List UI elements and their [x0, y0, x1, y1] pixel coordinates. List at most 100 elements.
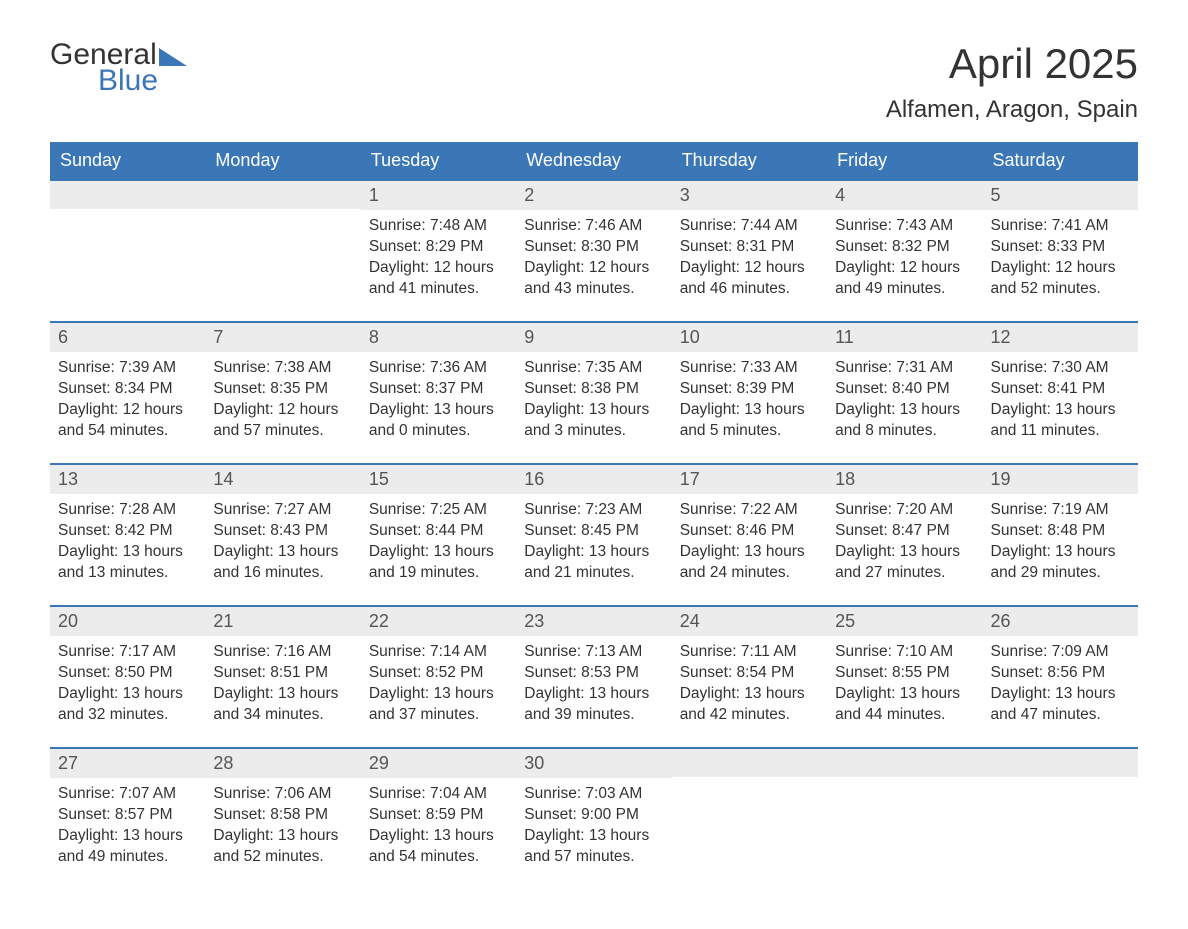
- daylight1-text: Daylight: 13 hours: [58, 826, 197, 847]
- day-cell: 4Sunrise: 7:43 AMSunset: 8:32 PMDaylight…: [827, 181, 982, 321]
- daylight2-text: and 37 minutes.: [369, 705, 508, 726]
- day-header: Saturday: [983, 142, 1138, 179]
- day-cell: 10Sunrise: 7:33 AMSunset: 8:39 PMDayligh…: [672, 323, 827, 463]
- day-body: Sunrise: 7:43 AMSunset: 8:32 PMDaylight:…: [827, 210, 982, 314]
- day-number: 2: [516, 181, 671, 210]
- sunset-text: Sunset: 8:30 PM: [524, 237, 663, 258]
- day-cell: 21Sunrise: 7:16 AMSunset: 8:51 PMDayligh…: [205, 607, 360, 747]
- day-cell: 7Sunrise: 7:38 AMSunset: 8:35 PMDaylight…: [205, 323, 360, 463]
- sunset-text: Sunset: 8:42 PM: [58, 521, 197, 542]
- day-cell: 9Sunrise: 7:35 AMSunset: 8:38 PMDaylight…: [516, 323, 671, 463]
- day-cell: 6Sunrise: 7:39 AMSunset: 8:34 PMDaylight…: [50, 323, 205, 463]
- day-number: 27: [50, 749, 205, 778]
- day-number: 4: [827, 181, 982, 210]
- day-body: Sunrise: 7:38 AMSunset: 8:35 PMDaylight:…: [205, 352, 360, 456]
- day-body: Sunrise: 7:19 AMSunset: 8:48 PMDaylight:…: [983, 494, 1138, 598]
- day-body: Sunrise: 7:31 AMSunset: 8:40 PMDaylight:…: [827, 352, 982, 456]
- daylight2-text: and 13 minutes.: [58, 563, 197, 584]
- sunset-text: Sunset: 8:38 PM: [524, 379, 663, 400]
- title-block: April 2025 Alfamen, Aragon, Spain: [886, 40, 1138, 124]
- daylight2-text: and 43 minutes.: [524, 279, 663, 300]
- daylight1-text: Daylight: 13 hours: [835, 400, 974, 421]
- day-body: Sunrise: 7:25 AMSunset: 8:44 PMDaylight:…: [361, 494, 516, 598]
- day-number: 26: [983, 607, 1138, 636]
- day-number: 18: [827, 465, 982, 494]
- sunset-text: Sunset: 8:40 PM: [835, 379, 974, 400]
- sunset-text: Sunset: 8:46 PM: [680, 521, 819, 542]
- day-number: [205, 181, 360, 209]
- daylight2-text: and 29 minutes.: [991, 563, 1130, 584]
- day-header-row: Sunday Monday Tuesday Wednesday Thursday…: [50, 142, 1138, 179]
- day-cell: 18Sunrise: 7:20 AMSunset: 8:47 PMDayligh…: [827, 465, 982, 605]
- daylight2-text: and 5 minutes.: [680, 421, 819, 442]
- sunrise-text: Sunrise: 7:22 AM: [680, 500, 819, 521]
- sunset-text: Sunset: 8:47 PM: [835, 521, 974, 542]
- daylight2-text: and 3 minutes.: [524, 421, 663, 442]
- day-body: Sunrise: 7:22 AMSunset: 8:46 PMDaylight:…: [672, 494, 827, 598]
- daylight1-text: Daylight: 13 hours: [835, 684, 974, 705]
- daylight2-text: and 49 minutes.: [835, 279, 974, 300]
- day-cell: 29Sunrise: 7:04 AMSunset: 8:59 PMDayligh…: [361, 749, 516, 889]
- day-body: Sunrise: 7:13 AMSunset: 8:53 PMDaylight:…: [516, 636, 671, 740]
- day-number: 1: [361, 181, 516, 210]
- day-number: 12: [983, 323, 1138, 352]
- day-cell: 2Sunrise: 7:46 AMSunset: 8:30 PMDaylight…: [516, 181, 671, 321]
- day-body: Sunrise: 7:14 AMSunset: 8:52 PMDaylight:…: [361, 636, 516, 740]
- daylight1-text: Daylight: 12 hours: [835, 258, 974, 279]
- sunrise-text: Sunrise: 7:16 AM: [213, 642, 352, 663]
- day-number: 25: [827, 607, 982, 636]
- sunset-text: Sunset: 8:29 PM: [369, 237, 508, 258]
- week-row: 1 Sunrise: 7:48 AMSunset: 8:29 PM Daylight…: [50, 179, 1138, 321]
- daylight1-text: Daylight: 13 hours: [213, 542, 352, 563]
- daylight2-text: and 52 minutes.: [213, 847, 352, 868]
- day-cell: [205, 181, 360, 321]
- week-row: 13Sunrise: 7:28 AMSunset: 8:42 PMDayligh…: [50, 463, 1138, 605]
- week-row: 27Sunrise: 7:07 AMSunset: 8:57 PMDayligh…: [50, 747, 1138, 889]
- calendar: Sunday Monday Tuesday Wednesday Thursday…: [50, 142, 1138, 889]
- day-number: 8: [361, 323, 516, 352]
- daylight1-text: Daylight: 13 hours: [213, 826, 352, 847]
- sunset-text: Sunset: 8:34 PM: [58, 379, 197, 400]
- daylight1-text: Daylight: 13 hours: [213, 684, 352, 705]
- day-body: Sunrise: 7:35 AMSunset: 8:38 PMDaylight:…: [516, 352, 671, 456]
- day-number: 5: [983, 181, 1138, 210]
- daylight1-text: Daylight: 13 hours: [835, 542, 974, 563]
- daylight2-text: and 8 minutes.: [835, 421, 974, 442]
- day-body: Sunrise: 7:27 AMSunset: 8:43 PMDaylight:…: [205, 494, 360, 598]
- sunset-text: Sunset: 8:54 PM: [680, 663, 819, 684]
- sunrise-text: Sunrise: 7:30 AM: [991, 358, 1130, 379]
- sunrise-text: Sunrise: 7:10 AM: [835, 642, 974, 663]
- daylight1-text: Daylight: 13 hours: [58, 542, 197, 563]
- daylight2-text: and 49 minutes.: [58, 847, 197, 868]
- sunrise-text: Sunrise: 7:48 AM: [369, 216, 508, 237]
- sunrise-text: Sunrise: 7:27 AM: [213, 500, 352, 521]
- day-number: 16: [516, 465, 671, 494]
- daylight2-text: and 21 minutes.: [524, 563, 663, 584]
- day-cell: 12Sunrise: 7:30 AMSunset: 8:41 PMDayligh…: [983, 323, 1138, 463]
- sunset-text: Sunset: 8:56 PM: [991, 663, 1130, 684]
- sunrise-text: Sunrise: 7:11 AM: [680, 642, 819, 663]
- sunset-text: Sunset: 8:55 PM: [835, 663, 974, 684]
- sunset-text: Sunset: 8:44 PM: [369, 521, 508, 542]
- day-number: 28: [205, 749, 360, 778]
- day-cell: 16Sunrise: 7:23 AMSunset: 8:45 PMDayligh…: [516, 465, 671, 605]
- sunrise-text: Sunrise: 7:38 AM: [213, 358, 352, 379]
- sunrise-text: Sunrise: 7:28 AM: [58, 500, 197, 521]
- logo-word2: Blue: [98, 66, 187, 96]
- logo: General Blue: [50, 40, 187, 96]
- sunset-text: Sunset: 9:00 PM: [524, 805, 663, 826]
- day-number: 6: [50, 323, 205, 352]
- day-number: [983, 749, 1138, 777]
- day-cell: [50, 181, 205, 321]
- daylight2-text: and 16 minutes.: [213, 563, 352, 584]
- sunset-text: Sunset: 8:32 PM: [835, 237, 974, 258]
- daylight1-text: Daylight: 12 hours: [524, 258, 663, 279]
- sunrise-text: Sunrise: 7:03 AM: [524, 784, 663, 805]
- sunrise-text: Sunrise: 7:17 AM: [58, 642, 197, 663]
- day-number: 19: [983, 465, 1138, 494]
- day-number: 17: [672, 465, 827, 494]
- daylight1-text: Daylight: 13 hours: [524, 542, 663, 563]
- sunrise-text: Sunrise: 7:31 AM: [835, 358, 974, 379]
- day-body: Sunrise: 7:09 AMSunset: 8:56 PMDaylight:…: [983, 636, 1138, 740]
- daylight1-text: Daylight: 13 hours: [991, 542, 1130, 563]
